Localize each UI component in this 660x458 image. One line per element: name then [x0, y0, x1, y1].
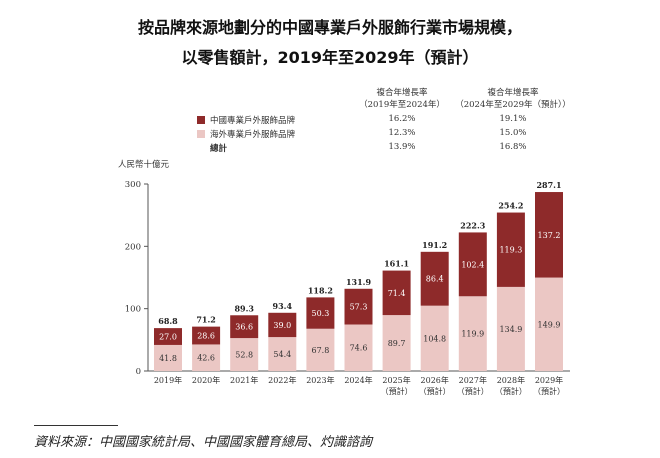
bar-label-domestic: 50.3 — [311, 309, 329, 318]
x-tick-label: 2022年 — [268, 375, 296, 385]
y-tick-label: 300 — [125, 180, 141, 190]
x-tick-sublabel: （預計） — [533, 386, 565, 396]
bar-label-overseas: 104.8 — [423, 334, 446, 343]
bar-total-label: 161.1 — [384, 259, 409, 269]
x-tick-label: 2028年 — [497, 375, 525, 385]
x-tick-sublabel: （預計） — [495, 386, 527, 396]
x-tick-label: 2019年 — [154, 375, 182, 385]
bar-label-overseas: 74.6 — [350, 344, 368, 353]
bar-domestic — [192, 326, 221, 345]
bar-label-domestic: 27.0 — [159, 333, 177, 342]
cagr2-overseas: 15.0% — [499, 128, 527, 138]
bar-total-label: 71.2 — [196, 315, 215, 325]
bar-label-domestic: 36.6 — [235, 323, 253, 332]
bar-overseas — [420, 305, 449, 371]
x-tick-sublabel: （預計） — [457, 386, 489, 396]
bar-label-domestic: 28.6 — [197, 332, 215, 341]
source-divider — [34, 425, 118, 426]
bar-label-domestic: 57.3 — [350, 303, 368, 312]
bar-label-overseas: 67.8 — [311, 346, 329, 355]
bar-domestic — [268, 312, 297, 338]
x-tick-label: 2026年 — [421, 375, 449, 385]
bar-domestic — [458, 232, 487, 297]
bar-overseas — [154, 344, 182, 371]
chart-title-line2: 以零售額計，2019年至2029年（預計） — [181, 48, 479, 67]
y-tick-label: 100 — [125, 305, 141, 315]
bar-total-label: 118.2 — [308, 285, 333, 295]
bar-overseas — [230, 338, 259, 371]
cagr1-header-2: （2019年至2024年） — [359, 100, 445, 110]
bar-overseas — [458, 296, 487, 371]
bar-overseas — [496, 286, 525, 371]
bar-domestic — [306, 297, 335, 329]
legend-label-domestic: 中國專業戶外服飾品牌 — [210, 116, 296, 126]
cagr1-header-1: 複合年增長率 — [376, 88, 428, 98]
bar-domestic — [496, 212, 525, 287]
bar-label-domestic: 71.4 — [388, 289, 406, 298]
x-tick-label: 2020年 — [192, 375, 220, 385]
y-axis-unit-label: 人民幣十億元 — [118, 160, 170, 170]
bar-total-label: 254.2 — [498, 201, 523, 211]
bar-domestic — [535, 192, 563, 278]
bar-domestic — [420, 251, 449, 306]
cagr2-header-2: （2024年至2029年（預計）） — [455, 100, 571, 110]
x-tick-label: 2024年 — [344, 375, 372, 385]
bar-overseas — [306, 328, 335, 371]
bar-label-overseas: 149.9 — [538, 320, 561, 329]
bar-total-label: 287.1 — [536, 180, 561, 190]
legend-swatch-domestic — [197, 116, 205, 124]
bar-label-domestic: 86.4 — [426, 275, 444, 284]
cagr2-domestic: 19.1% — [499, 114, 527, 124]
bar-overseas — [535, 277, 563, 371]
cagr1-domestic: 16.2% — [388, 114, 416, 124]
bar-domestic — [344, 288, 373, 325]
bar-overseas — [268, 337, 297, 371]
x-tick-label: 2027年 — [459, 375, 487, 385]
bar-domestic — [230, 315, 259, 339]
bar-label-overseas: 52.8 — [235, 351, 253, 360]
legend-label-total: 總計 — [210, 144, 228, 154]
bar-label-domestic: 137.2 — [538, 231, 561, 240]
bar-total-label: 89.3 — [234, 303, 254, 313]
legend-swatch-overseas — [197, 130, 205, 138]
x-tick-label: 2023年 — [306, 375, 334, 385]
bar-overseas — [344, 324, 373, 371]
bar-label-domestic: 119.3 — [499, 246, 522, 255]
bar-total-label: 131.9 — [346, 277, 371, 287]
bar-label-overseas: 42.6 — [197, 354, 215, 363]
legend-label-overseas: 海外專業戶外服飾品牌 — [210, 130, 296, 140]
chart-title-line1: 按品牌來源地劃分的中國專業戶外服飾行業市場規模， — [137, 18, 522, 37]
bar-domestic — [382, 270, 411, 316]
cagr1-total: 13.9% — [388, 142, 416, 152]
cagr2-total: 16.8% — [499, 142, 527, 152]
bar-label-overseas: 119.9 — [461, 330, 484, 339]
bar-label-overseas: 89.7 — [388, 339, 406, 348]
cagr2-header-1: 複合年增長率 — [487, 88, 539, 98]
x-tick-label: 2029年 — [535, 375, 563, 385]
x-tick-label: 2021年 — [230, 375, 258, 385]
bar-label-overseas: 134.9 — [499, 325, 522, 334]
y-tick-label: 200 — [125, 242, 141, 252]
bar-total-label: 222.3 — [460, 220, 485, 230]
x-tick-sublabel: （預計） — [419, 386, 451, 396]
bar-overseas — [192, 344, 221, 371]
cagr1-overseas: 12.3% — [388, 128, 416, 138]
x-tick-label: 2025年 — [382, 375, 410, 385]
y-tick-label: 0 — [136, 367, 141, 377]
bar-domestic — [154, 328, 182, 345]
bar-label-domestic: 102.4 — [461, 260, 484, 269]
bar-label-domestic: 39.0 — [273, 321, 291, 330]
bar-total-label: 191.2 — [422, 240, 447, 250]
bar-total-label: 93.4 — [273, 301, 293, 311]
x-tick-sublabel: （預計） — [381, 386, 413, 396]
bar-label-overseas: 54.4 — [273, 350, 291, 359]
source-note: 資料來源：中國國家統計局、中國國家體育總局、灼識諮詢 — [34, 435, 373, 450]
bar-overseas — [382, 315, 411, 371]
bar-label-overseas: 41.8 — [159, 354, 177, 363]
bar-total-label: 68.8 — [158, 316, 178, 326]
